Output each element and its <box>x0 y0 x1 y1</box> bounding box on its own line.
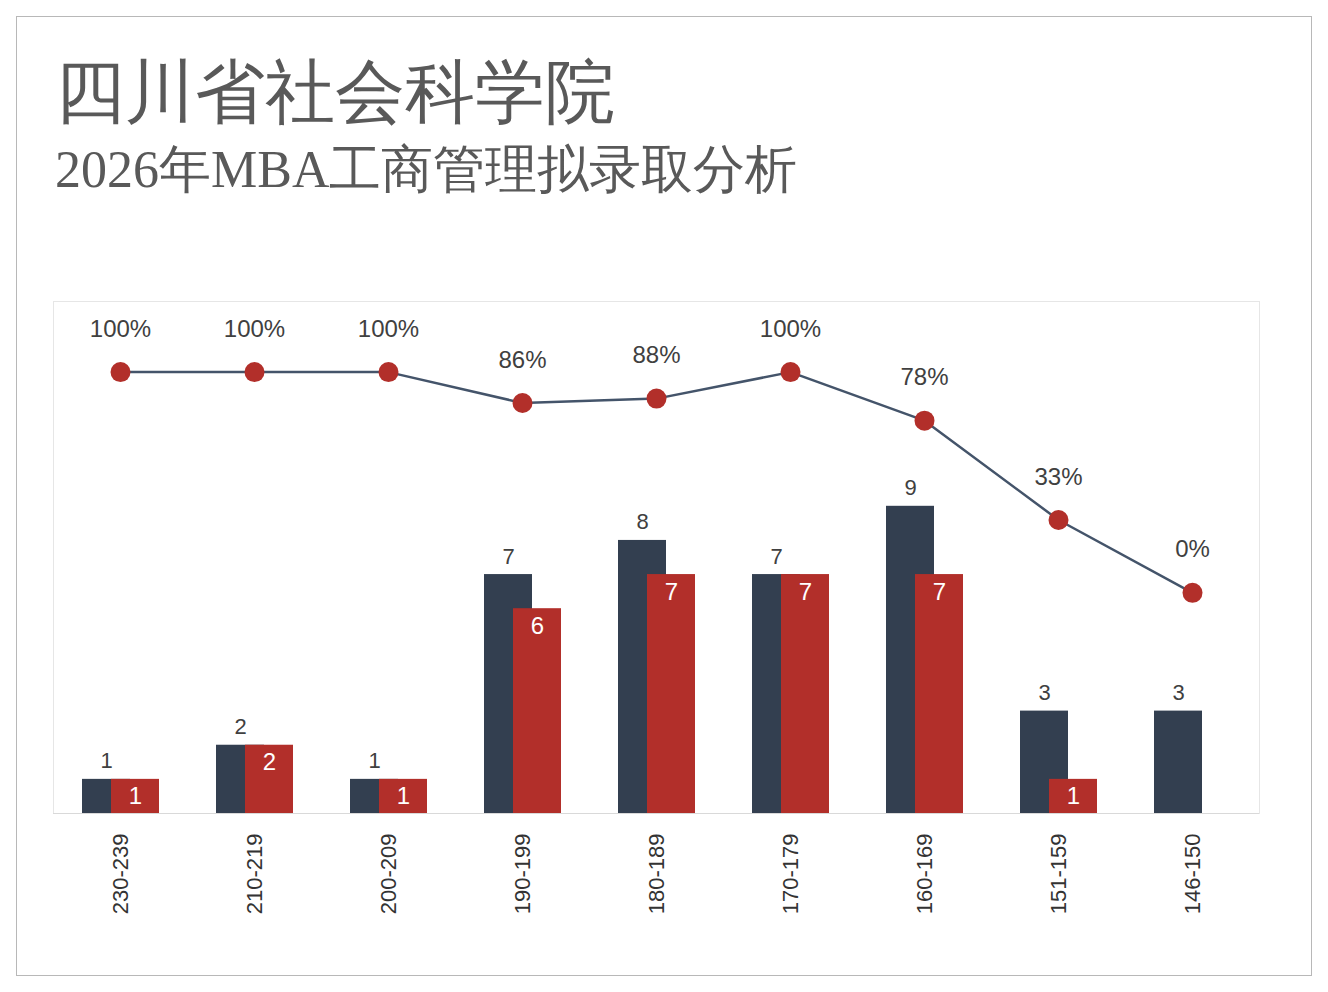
svg-text:6: 6 <box>531 612 544 639</box>
svg-text:7: 7 <box>770 544 782 569</box>
svg-text:210-219: 210-219 <box>242 834 267 915</box>
svg-text:1: 1 <box>129 782 142 809</box>
svg-text:100%: 100% <box>90 315 151 342</box>
svg-text:100%: 100% <box>358 315 419 342</box>
svg-text:78%: 78% <box>900 363 948 390</box>
html-text:四川省社会科学院: 四川省社会科学院 <box>55 54 615 131</box>
svg-text:1: 1 <box>397 782 410 809</box>
svg-text:8: 8 <box>636 509 648 534</box>
svg-text:180-189: 180-189 <box>644 834 669 915</box>
html-text:2026年MBA工商管理拟录取分析: 2026年MBA工商管理拟录取分析 <box>55 141 798 198</box>
svg-text:200-209: 200-209 <box>376 834 401 915</box>
svg-text:9: 9 <box>904 475 916 500</box>
svg-text:2: 2 <box>234 714 246 739</box>
svg-text:3: 3 <box>1172 680 1184 705</box>
svg-text:7: 7 <box>799 578 812 605</box>
svg-text:1: 1 <box>368 748 380 773</box>
svg-text:151-159: 151-159 <box>1046 834 1071 915</box>
svg-text:3: 3 <box>1038 680 1050 705</box>
svg-text:7: 7 <box>665 578 678 605</box>
svg-text:1: 1 <box>1067 782 1080 809</box>
svg-text:86%: 86% <box>498 346 546 373</box>
svg-text:160-169: 160-169 <box>912 834 937 915</box>
svg-text:0%: 0% <box>1175 535 1210 562</box>
svg-text:146-150: 146-150 <box>1180 834 1205 915</box>
svg-text:88%: 88% <box>632 341 680 368</box>
svg-text:7: 7 <box>933 578 946 605</box>
svg-text:100%: 100% <box>760 315 821 342</box>
svg-text:33%: 33% <box>1034 463 1082 490</box>
svg-text:2: 2 <box>263 748 276 775</box>
svg-text:1: 1 <box>100 748 112 773</box>
svg-text:190-199: 190-199 <box>510 834 535 915</box>
svg-text:170-179: 170-179 <box>778 834 803 915</box>
svg-text:100%: 100% <box>224 315 285 342</box>
svg-text:7: 7 <box>502 544 514 569</box>
svg-text:230-239: 230-239 <box>108 834 133 915</box>
